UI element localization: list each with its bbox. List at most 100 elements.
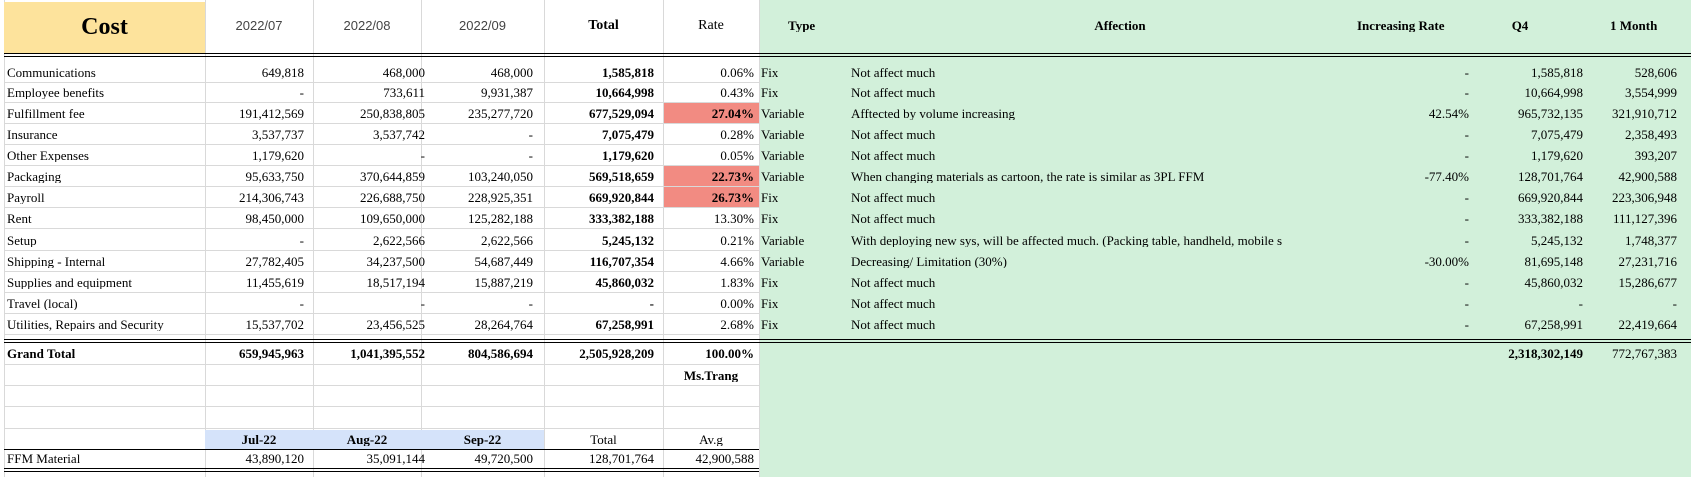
row-affection: Afftected by volume increasing xyxy=(851,107,1016,120)
row-increasing-rate: - xyxy=(1464,191,1469,204)
row-total: 10,664,998 xyxy=(595,86,655,99)
row-month-3: 15,887,219 xyxy=(474,276,534,289)
row-rate: 0.00% xyxy=(720,297,754,310)
row-gridline xyxy=(4,207,759,208)
row-increasing-rate: - xyxy=(1464,66,1469,79)
row-month-3: 9,931,387 xyxy=(481,86,533,99)
ffm-header: Jul-22 xyxy=(241,433,277,446)
row-gridline xyxy=(4,123,759,124)
header-q4: Q4 xyxy=(1511,19,1529,32)
row-one-month: 321,910,712 xyxy=(1612,107,1677,120)
row-affection: Not affect much xyxy=(851,191,936,204)
row-name: Travel (local) xyxy=(7,297,78,310)
row-one-month: 42,900,588 xyxy=(1618,170,1678,183)
row-increasing-rate: 42.54% xyxy=(1428,107,1469,120)
row-q4: 669,920,844 xyxy=(1518,191,1583,204)
row-name: Setup xyxy=(7,234,37,247)
row-rate: 4.66% xyxy=(720,255,754,268)
grid-vline xyxy=(313,0,314,477)
grand-total-one-month: 772,767,383 xyxy=(1612,347,1677,360)
row-rate: 22.73% xyxy=(711,170,754,183)
row-month-1: 95,633,750 xyxy=(245,170,305,183)
row-one-month: 15,286,677 xyxy=(1618,276,1678,289)
row-total: 677,529,094 xyxy=(589,107,654,120)
row-total: 1,585,818 xyxy=(602,66,654,79)
row-one-month: 393,207 xyxy=(1634,149,1677,162)
row-rate: 0.28% xyxy=(720,128,754,141)
row-month-3: - xyxy=(528,128,533,141)
row-rate: 26.73% xyxy=(711,191,754,204)
ffm-value: 49,720,500 xyxy=(474,452,534,465)
row-gridline xyxy=(4,102,759,103)
row-month-2: 3,537,742 xyxy=(373,128,425,141)
row-gridline xyxy=(4,186,759,187)
header-rule xyxy=(4,53,1691,54)
row-month-1: 3,537,737 xyxy=(252,128,304,141)
row-type: Fix xyxy=(761,318,779,331)
row-type: Fix xyxy=(761,191,779,204)
grand-total-month-2: 1,041,395,552 xyxy=(350,347,425,360)
header-affection: Affection xyxy=(1094,19,1146,32)
grand-total-rate: 100.00% xyxy=(705,347,754,360)
row-month-2: 733,611 xyxy=(383,86,425,99)
row-type: Fix xyxy=(761,212,779,225)
row-rate: 27.04% xyxy=(711,107,754,120)
row-rate: 0.21% xyxy=(720,234,754,247)
row-gridline xyxy=(4,364,759,365)
row-month-2: - xyxy=(420,149,425,162)
row-month-2: - xyxy=(420,297,425,310)
row-month-2: 23,456,525 xyxy=(366,318,426,331)
header-increasing-rate: Increasing Rate xyxy=(1357,19,1445,32)
row-type: Variable xyxy=(761,149,805,162)
ffm-value: 35,091,144 xyxy=(366,452,426,465)
row-month-3: - xyxy=(528,149,533,162)
grand-total-month-3: 804,586,694 xyxy=(468,347,533,360)
row-name: Utilities, Repairs and Security xyxy=(7,318,164,331)
row-rate: 13.30% xyxy=(713,212,754,225)
ffm-label: FFM Material xyxy=(7,452,81,465)
row-month-3: 235,277,720 xyxy=(468,107,533,120)
row-affection: With deploying new sys, will be affected… xyxy=(851,234,1283,247)
grand-total-total: 2,505,928,209 xyxy=(579,347,654,360)
row-month-1: 649,818 xyxy=(261,66,304,79)
row-increasing-rate: - xyxy=(1464,276,1469,289)
row-one-month: 27,231,716 xyxy=(1618,255,1678,268)
row-total: 333,382,188 xyxy=(589,212,654,225)
row-name: Payroll xyxy=(7,191,45,204)
row-affection: Not affect much xyxy=(851,318,936,331)
row-type: Variable xyxy=(761,128,805,141)
row-increasing-rate: - xyxy=(1464,212,1469,225)
grand-total-month-1: 659,945,963 xyxy=(239,347,304,360)
row-type: Variable xyxy=(761,234,805,247)
header-one-month: 1 Month xyxy=(1610,19,1658,32)
row-q4: 67,258,991 xyxy=(1524,318,1584,331)
row-total: 7,075,479 xyxy=(602,128,654,141)
row-affection: Not affect much xyxy=(851,149,936,162)
row-gridline xyxy=(4,406,759,407)
row-gridline xyxy=(4,271,759,272)
row-gridline xyxy=(4,144,759,145)
row-name: Supplies and equipment xyxy=(7,276,132,289)
grand-total-q4: 2,318,302,149 xyxy=(1508,347,1583,360)
row-gridline xyxy=(4,82,759,83)
row-type: Variable xyxy=(761,170,805,183)
ffm-header: Aug-22 xyxy=(346,433,388,446)
row-one-month: 111,127,396 xyxy=(1612,212,1677,225)
row-q4: 1,179,620 xyxy=(1531,149,1583,162)
rate-highlight xyxy=(664,166,759,186)
row-month-2: 370,644,859 xyxy=(360,170,425,183)
row-type: Fix xyxy=(761,276,779,289)
row-rate: 0.06% xyxy=(720,66,754,79)
ffm-rule xyxy=(4,449,759,450)
row-month-3: 54,687,449 xyxy=(474,255,534,268)
header-month: 2022/07 xyxy=(235,19,283,32)
row-month-3: 103,240,050 xyxy=(468,170,533,183)
header-rate: Rate xyxy=(698,19,724,33)
row-q4: 45,860,032 xyxy=(1524,276,1584,289)
row-month-3: 228,925,351 xyxy=(468,191,533,204)
grand-total-label: Grand Total xyxy=(7,347,76,360)
note-ms-trang: Ms.Trang xyxy=(683,369,739,382)
row-month-2: 2,622,566 xyxy=(373,234,425,247)
ffm-header: Total xyxy=(590,433,617,446)
row-one-month: 1,748,377 xyxy=(1625,234,1677,247)
